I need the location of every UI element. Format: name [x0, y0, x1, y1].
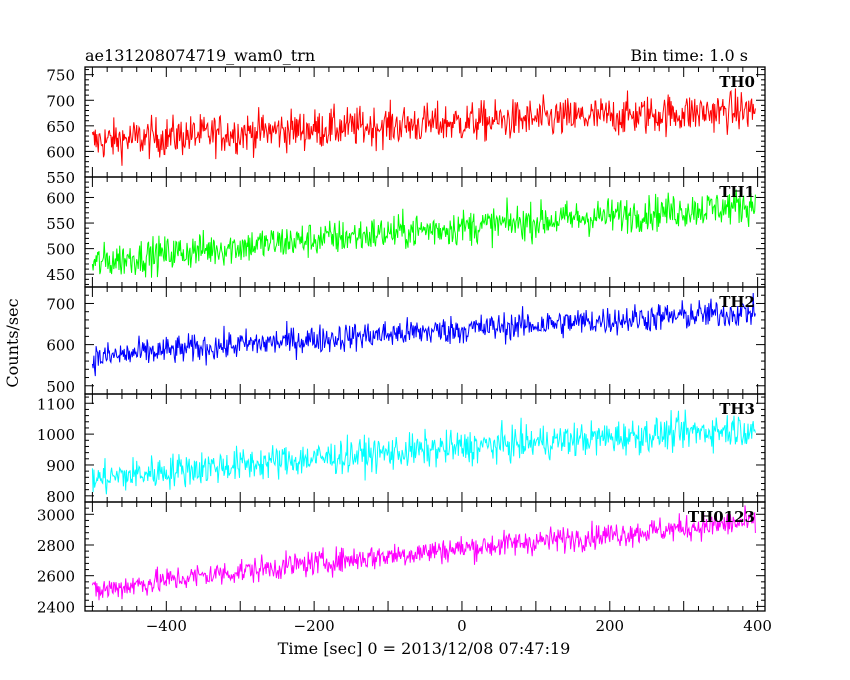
panel-th0: TH0 550 600 650 700 750: [46, 66, 766, 187]
series-line-th1: [91, 189, 756, 278]
panel-frame: [84, 286, 766, 395]
x-tick-label: −200: [294, 617, 335, 635]
series-line-th0: [91, 88, 756, 166]
y-tick-label: 600: [46, 189, 75, 207]
y-axis-label: Counts/sec: [3, 298, 22, 387]
series-label-th3: TH3: [719, 400, 755, 418]
y-tick-label: 3000: [37, 506, 75, 524]
series-line-th3: [91, 409, 756, 495]
y-tick-label: 2400: [37, 598, 75, 616]
x-tick-label: 200: [595, 617, 624, 635]
panel-frame: [84, 501, 766, 612]
y-tick-label: 800: [46, 488, 75, 506]
y-tick-label: 700: [46, 92, 75, 110]
panel-th1: TH1 450 500 550 600: [46, 176, 766, 288]
series-label-th1: TH1: [719, 183, 755, 201]
y-tick-label: 1000: [37, 426, 75, 444]
series-line-th0123: [91, 505, 756, 601]
y-tick-label: 700: [46, 295, 75, 313]
panel-th2: TH2 500 600 700: [46, 286, 766, 396]
y-tick-label: 500: [46, 378, 75, 396]
y-tick-label: 900: [46, 457, 75, 475]
y-tick-label: 600: [46, 337, 75, 355]
y-tick-label: 550: [46, 169, 75, 187]
y-tick-label: 600: [46, 143, 75, 161]
series-label-th0123: TH0123: [688, 508, 755, 526]
panel-th0123: TH0123 2400 2600 2800 3000 −400 −200 0 200 400: [37, 501, 772, 635]
y-tick-label: 750: [46, 67, 75, 85]
chart-title-right: Bin time: 1.0 s: [630, 46, 748, 65]
x-tick-label: −400: [146, 617, 187, 635]
y-tick-label: 2800: [37, 537, 75, 555]
series-label-th2: TH2: [719, 293, 755, 311]
panel-th3: TH3 800 900 1000 1100: [37, 393, 766, 506]
y-tick-label: 550: [46, 215, 75, 233]
chart-title-left: ae131208074719_wam0_trn: [85, 46, 315, 65]
x-tick-label: 0: [457, 617, 467, 635]
y-tick-label: 500: [46, 241, 75, 259]
y-tick-label: 2600: [37, 568, 75, 586]
y-tick-label: 1100: [37, 395, 75, 413]
series-line-th2: [91, 292, 756, 377]
x-tick-label: 400: [743, 617, 772, 635]
y-tick-label: 650: [46, 118, 75, 136]
panels: TH0 550 600 650 700 750 TH1 450 500 550 600 TH2 500 6…: [37, 66, 772, 635]
x-axis-label: Time [sec] 0 = 2013/12/08 07:47:19: [278, 639, 571, 658]
series-label-th0: TH0: [719, 73, 755, 91]
y-tick-label: 450: [46, 266, 75, 284]
